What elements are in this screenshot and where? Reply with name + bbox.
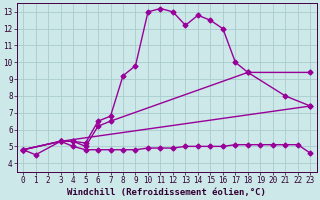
- X-axis label: Windchill (Refroidissement éolien,°C): Windchill (Refroidissement éolien,°C): [67, 188, 266, 197]
